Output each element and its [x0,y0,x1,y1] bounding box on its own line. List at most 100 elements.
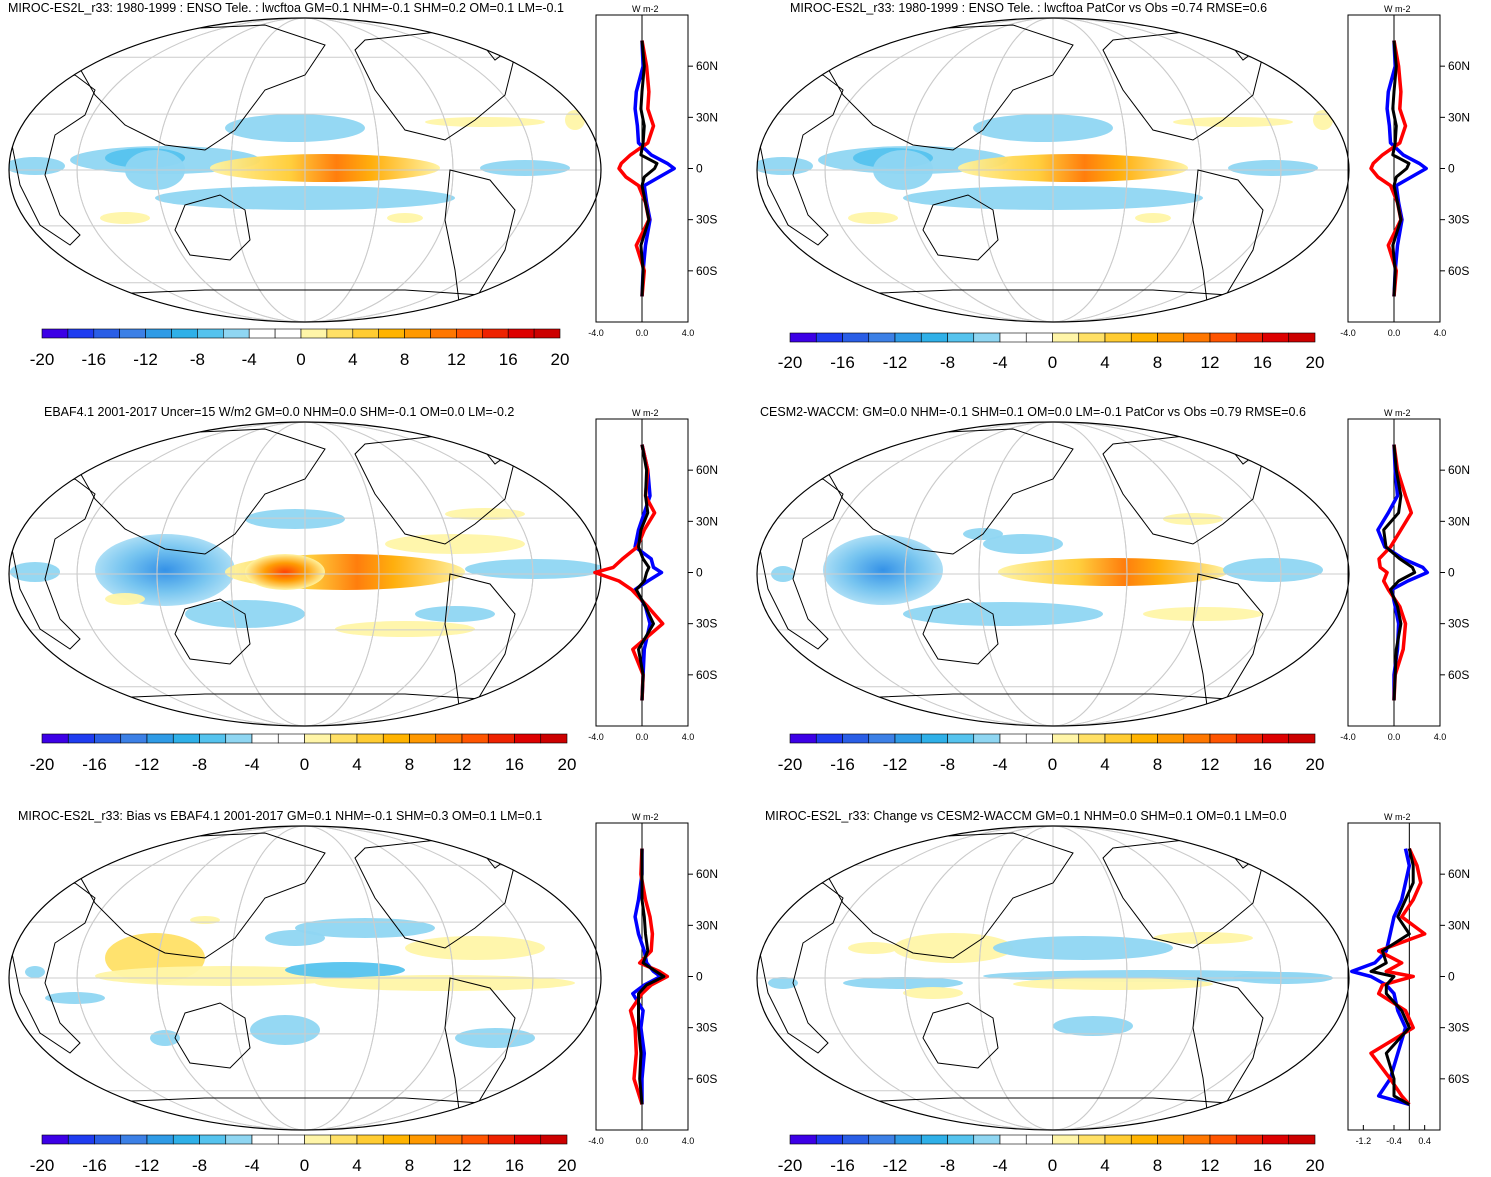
lat-label: 30S [696,617,717,631]
colorbar-swatch [435,733,463,744]
series-model [633,40,676,297]
x-tick-label: -4.0 [1340,732,1356,742]
anomaly-region [245,554,325,590]
anomaly-region [415,606,495,622]
x-tick-label: 0.0 [636,328,649,338]
colorbar-swatch [1235,733,1263,744]
panel-1: MIROC-ES2L_r33: 1980-1999 : ENSO Tele. :… [8,1,718,369]
map [9,422,601,726]
x-tick-label: -4.0 [588,732,604,742]
meridian-line [904,826,1202,1130]
lat-label: 60S [696,1072,717,1086]
colorbar-swatch [1209,332,1237,343]
colorbar-swatch [999,332,1027,343]
coastline [1192,169,1264,311]
x-tick-label: -0.4 [1386,1136,1402,1146]
colorbar-swatch [947,733,975,744]
anomaly-region [265,930,325,946]
meridian-line [230,18,380,322]
coastline [474,433,516,465]
zonal-unit: W m-2 [1384,812,1411,822]
meridian-line [824,18,1282,322]
anomaly-region [1135,213,1171,223]
anomaly-region [95,534,235,606]
colorbar-swatch [120,733,148,744]
series-reference [1377,444,1414,701]
colorbar-swatch [1078,733,1106,744]
colorbar-label: 8 [1153,1156,1162,1175]
colorbar-swatch [225,733,253,744]
colorbar-label: -20 [30,1156,55,1175]
colorbar-swatch [999,733,1027,744]
series-mean [634,444,655,701]
x-tick-label: 0.4 [1418,1136,1431,1146]
meridian-line [76,826,534,1130]
x-tick-label: 0.0 [1388,328,1401,338]
colorbar-label: 20 [1306,755,1325,774]
series-model [631,848,663,1105]
meridian-line [904,422,1202,726]
series-reference [593,444,665,701]
series-model [1385,40,1428,297]
x-tick-label: 4.0 [682,328,695,338]
colorbar-label: -12 [883,755,908,774]
anomaly-region [1153,932,1253,944]
anomaly-region [445,508,525,520]
colorbar-swatch [172,733,200,744]
lat-label: 60S [1448,1072,1469,1086]
colorbar-swatch [1157,332,1185,343]
colorbar-label: -8 [940,755,955,774]
colorbar-swatch [487,1134,515,1145]
anomaly-region [998,558,1228,586]
anomaly-region [757,157,813,175]
coastline [822,24,1074,151]
series-mean [1382,444,1417,701]
panel-title: MIROC-ES2L_r33: 1980-1999 : ENSO Tele. :… [8,1,564,15]
colorbar-swatch [1025,1134,1053,1145]
colorbar-swatch [67,328,95,339]
map [9,826,601,1130]
colorbar-swatch [461,733,489,744]
coastline [354,433,516,545]
map-border [8,17,602,323]
colorbar-swatch [514,733,542,744]
colorbar-swatch [199,1134,227,1145]
coastline [922,1002,999,1069]
colorbar-label: 12 [1201,1156,1220,1175]
colorbar-swatch [382,733,410,744]
colorbar-swatch [330,1134,358,1145]
x-tick-label: 4.0 [1434,732,1447,742]
meridian-line [978,826,1128,1130]
anomaly-region [190,916,220,924]
colorbar-swatch [1262,332,1290,343]
colorbar-swatch [540,733,568,744]
series-reference [1369,40,1408,297]
coastline [174,1002,251,1069]
colorbar-swatch [119,328,146,339]
colorbar-swatch [352,328,379,339]
anomaly-region [385,534,525,554]
coastline [1192,573,1264,715]
colorbar-swatch [1288,332,1316,343]
meridian-line [978,18,1128,322]
colorbar-label: 20 [558,755,577,774]
colorbar-swatch [1025,332,1053,343]
coastline [74,428,326,555]
colorbar-label: 8 [1153,353,1162,372]
colorbar-label: -4 [992,1156,1007,1175]
colorbar-label: -4 [992,755,1007,774]
colorbar-swatch [842,332,870,343]
colorbar-label: 12 [1201,353,1220,372]
panel-4: CESM2-WACCM: GM=0.0 NHM=-0.1 SHM=0.1 OM=… [756,405,1470,774]
x-tick-label: 0.0 [636,1136,649,1146]
panel-title: MIROC-ES2L_r33: Change vs CESM2-WACCM GM… [765,809,1287,823]
lat-label: 60S [1448,668,1469,682]
lat-label: 30S [1448,1021,1469,1035]
colorbar-swatch [1262,733,1290,744]
anomaly-region [9,157,65,175]
lat-label: 60N [696,867,718,881]
anomaly-region [1313,110,1333,130]
map [9,18,601,322]
colorbar-swatch [789,332,817,343]
x-tick-label: -1.2 [1356,1136,1372,1146]
